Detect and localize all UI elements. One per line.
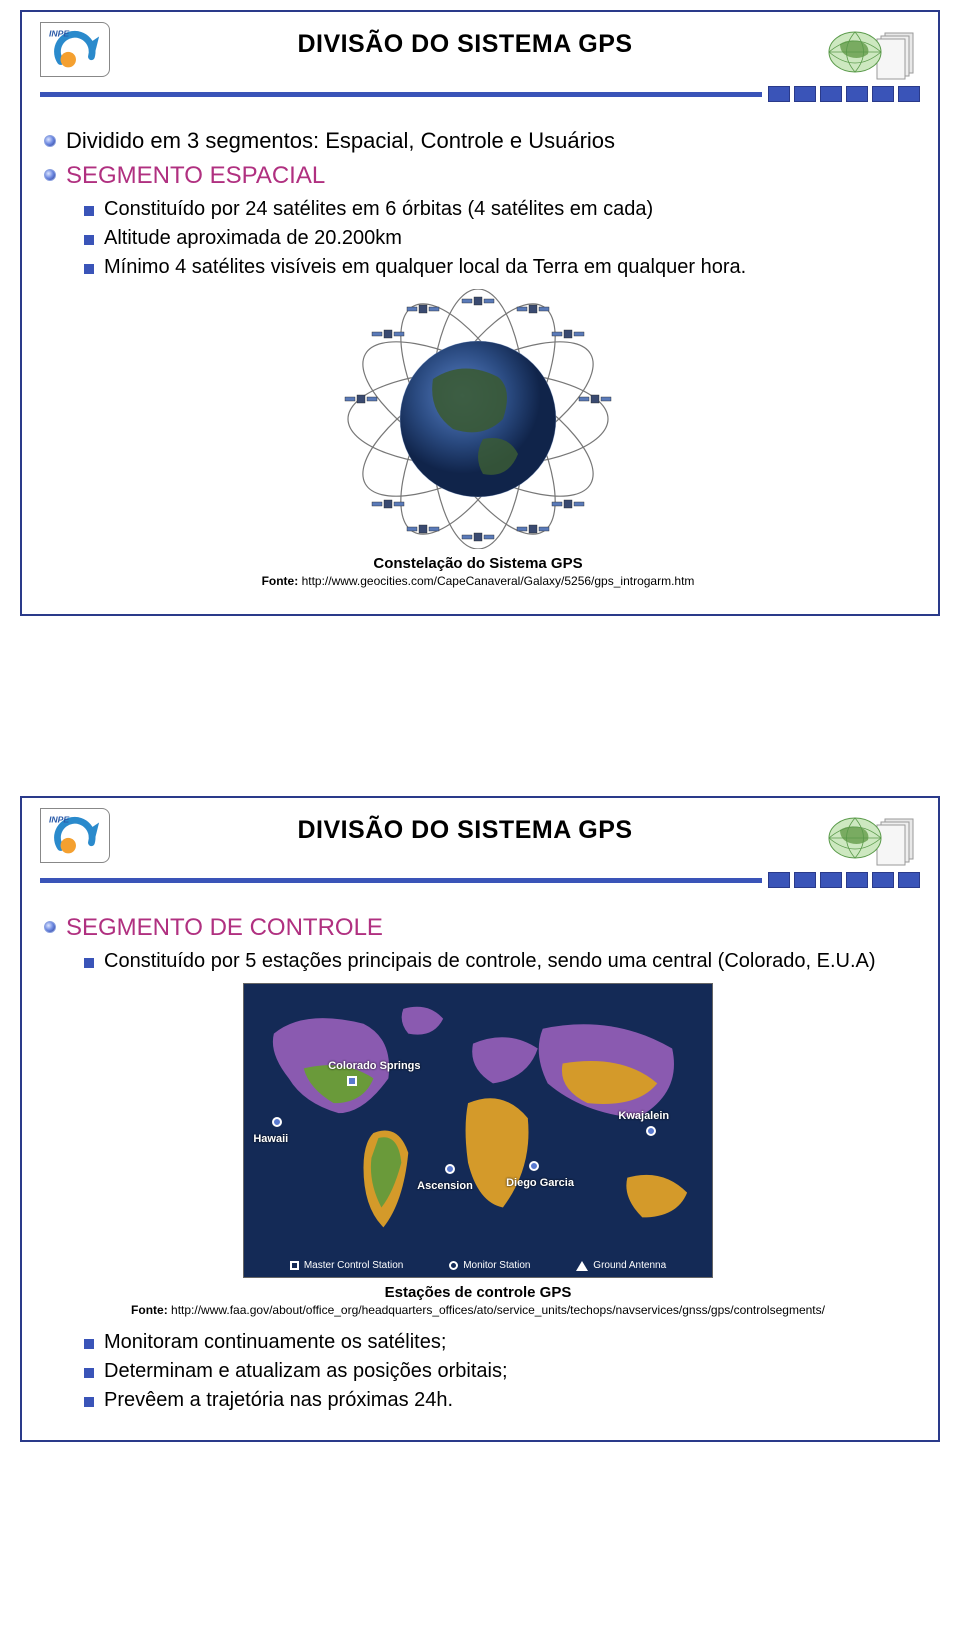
figure-source: Fonte: http://www.geocities.com/CapeCana… xyxy=(44,574,912,588)
item-text: Prevêem a trajetória nas próximas 24h. xyxy=(104,1389,453,1412)
legend-item: Monitor Station xyxy=(449,1260,530,1271)
source-label: Fonte: xyxy=(262,574,299,588)
list-subitem: Determinam e atualizam as posições orbit… xyxy=(84,1360,912,1383)
list-subitem: Monitoram continuamente os satélites; xyxy=(84,1331,912,1354)
list-subitem: Mínimo 4 satélites visíveis em qualquer … xyxy=(84,256,912,279)
item-text: Dividido em 3 segmentos: Espacial, Contr… xyxy=(66,128,615,154)
title-wrap: DIVISÃO DO SISTEMA GPS xyxy=(110,22,820,59)
station-label: Hawaii xyxy=(253,1133,288,1145)
item-text: SEGMENTO ESPACIAL xyxy=(66,162,325,190)
slide-title: DIVISÃO DO SISTEMA GPS xyxy=(110,30,820,59)
bullet-icon xyxy=(44,169,56,181)
divider-bar xyxy=(40,92,762,97)
station-marker xyxy=(347,1076,357,1086)
bullet-icon xyxy=(44,135,56,147)
bullet-icon xyxy=(84,235,94,245)
bullet-icon xyxy=(84,1368,94,1378)
legend-item: Master Control Station xyxy=(290,1260,404,1271)
bullet-icon xyxy=(84,206,94,216)
list-subitem: Altitude aproximada de 20.200km xyxy=(84,227,912,250)
globe-constellation-icon xyxy=(333,289,623,549)
list-subitem: Prevêem a trajetória nas próximas 24h. xyxy=(84,1389,912,1412)
item-text: Constituído por 24 satélites em 6 órbita… xyxy=(104,198,653,221)
legend-label: Master Control Station xyxy=(304,1260,404,1271)
source-url: http://www.geocities.com/CapeCanaveral/G… xyxy=(302,574,695,588)
world-map-stations: Colorado Springs Hawaii Ascension Diego … xyxy=(243,983,713,1278)
inpe-logo-icon: INPE xyxy=(40,808,110,863)
station-marker xyxy=(646,1126,656,1136)
list-item: SEGMENTO ESPACIAL xyxy=(44,162,912,190)
source-url: http://www.faa.gov/about/office_org/head… xyxy=(171,1303,825,1317)
divider-squares xyxy=(768,872,920,888)
divider-bar xyxy=(40,878,762,883)
inpe-logo-icon: INPE xyxy=(40,22,110,77)
station-marker xyxy=(445,1164,455,1174)
item-text: Monitoram continuamente os satélites; xyxy=(104,1331,446,1354)
bullet-icon xyxy=(84,1397,94,1407)
bullet-icon xyxy=(84,264,94,274)
map-legend: Master Control Station Monitor Station G… xyxy=(244,1260,712,1271)
slide-1: INPE DIVISÃO DO SISTEMA GPS xyxy=(20,10,940,616)
slide-title: DIVISÃO DO SISTEMA GPS xyxy=(110,816,820,845)
legend-label: Monitor Station xyxy=(463,1260,530,1271)
item-text: Determinam e atualizam as posições orbit… xyxy=(104,1360,508,1383)
item-text: SEGMENTO DE CONTROLE xyxy=(66,914,383,942)
item-text: Altitude aproximada de 20.200km xyxy=(104,227,402,250)
station-label: Colorado Springs xyxy=(328,1060,420,1072)
bullet-icon xyxy=(44,921,56,933)
slide-2: INPE DIVISÃO DO SISTEMA GPS xyxy=(20,796,940,1442)
globe-pages-icon xyxy=(820,22,920,82)
figure: Colorado Springs Hawaii Ascension Diego … xyxy=(44,983,912,1317)
bullet-icon xyxy=(84,958,94,968)
divider-squares xyxy=(768,86,920,102)
list-item: SEGMENTO DE CONTROLE xyxy=(44,914,912,942)
slide-body: SEGMENTO DE CONTROLE Constituído por 5 e… xyxy=(40,902,920,1422)
divider-row xyxy=(40,872,920,888)
title-wrap: DIVISÃO DO SISTEMA GPS xyxy=(110,808,820,845)
list-subitem: Constituído por 24 satélites em 6 órbita… xyxy=(84,198,912,221)
figure-source: Fonte: http://www.faa.gov/about/office_o… xyxy=(44,1303,912,1317)
figure: Constelação do Sistema GPS Fonte: http:/… xyxy=(44,289,912,588)
slide-header: INPE DIVISÃO DO SISTEMA GPS xyxy=(40,22,920,84)
figure-caption: Estações de controle GPS xyxy=(44,1284,912,1301)
station-marker xyxy=(529,1161,539,1171)
divider-row xyxy=(40,86,920,102)
station-label: Kwajalein xyxy=(618,1110,669,1122)
list-item: Dividido em 3 segmentos: Espacial, Contr… xyxy=(44,128,912,154)
bullet-icon xyxy=(84,1339,94,1349)
slide-body: Dividido em 3 segmentos: Espacial, Contr… xyxy=(40,116,920,596)
station-label: Diego Garcia xyxy=(506,1177,574,1189)
globe-pages-icon xyxy=(820,808,920,868)
item-text: Constituído por 5 estações principais de… xyxy=(104,950,876,973)
item-text: Mínimo 4 satélites visíveis em qualquer … xyxy=(104,256,746,279)
svg-text:INPE: INPE xyxy=(49,28,69,38)
station-label: Ascension xyxy=(417,1180,473,1192)
station-marker xyxy=(272,1117,282,1127)
source-label: Fonte: xyxy=(131,1303,168,1317)
slide-header: INPE DIVISÃO DO SISTEMA GPS xyxy=(40,808,920,870)
svg-text:INPE: INPE xyxy=(49,814,69,824)
figure-caption: Constelação do Sistema GPS xyxy=(44,555,912,572)
legend-item: Ground Antenna xyxy=(576,1260,666,1271)
list-subitem: Constituído por 5 estações principais de… xyxy=(84,950,912,973)
legend-label: Ground Antenna xyxy=(593,1260,666,1271)
